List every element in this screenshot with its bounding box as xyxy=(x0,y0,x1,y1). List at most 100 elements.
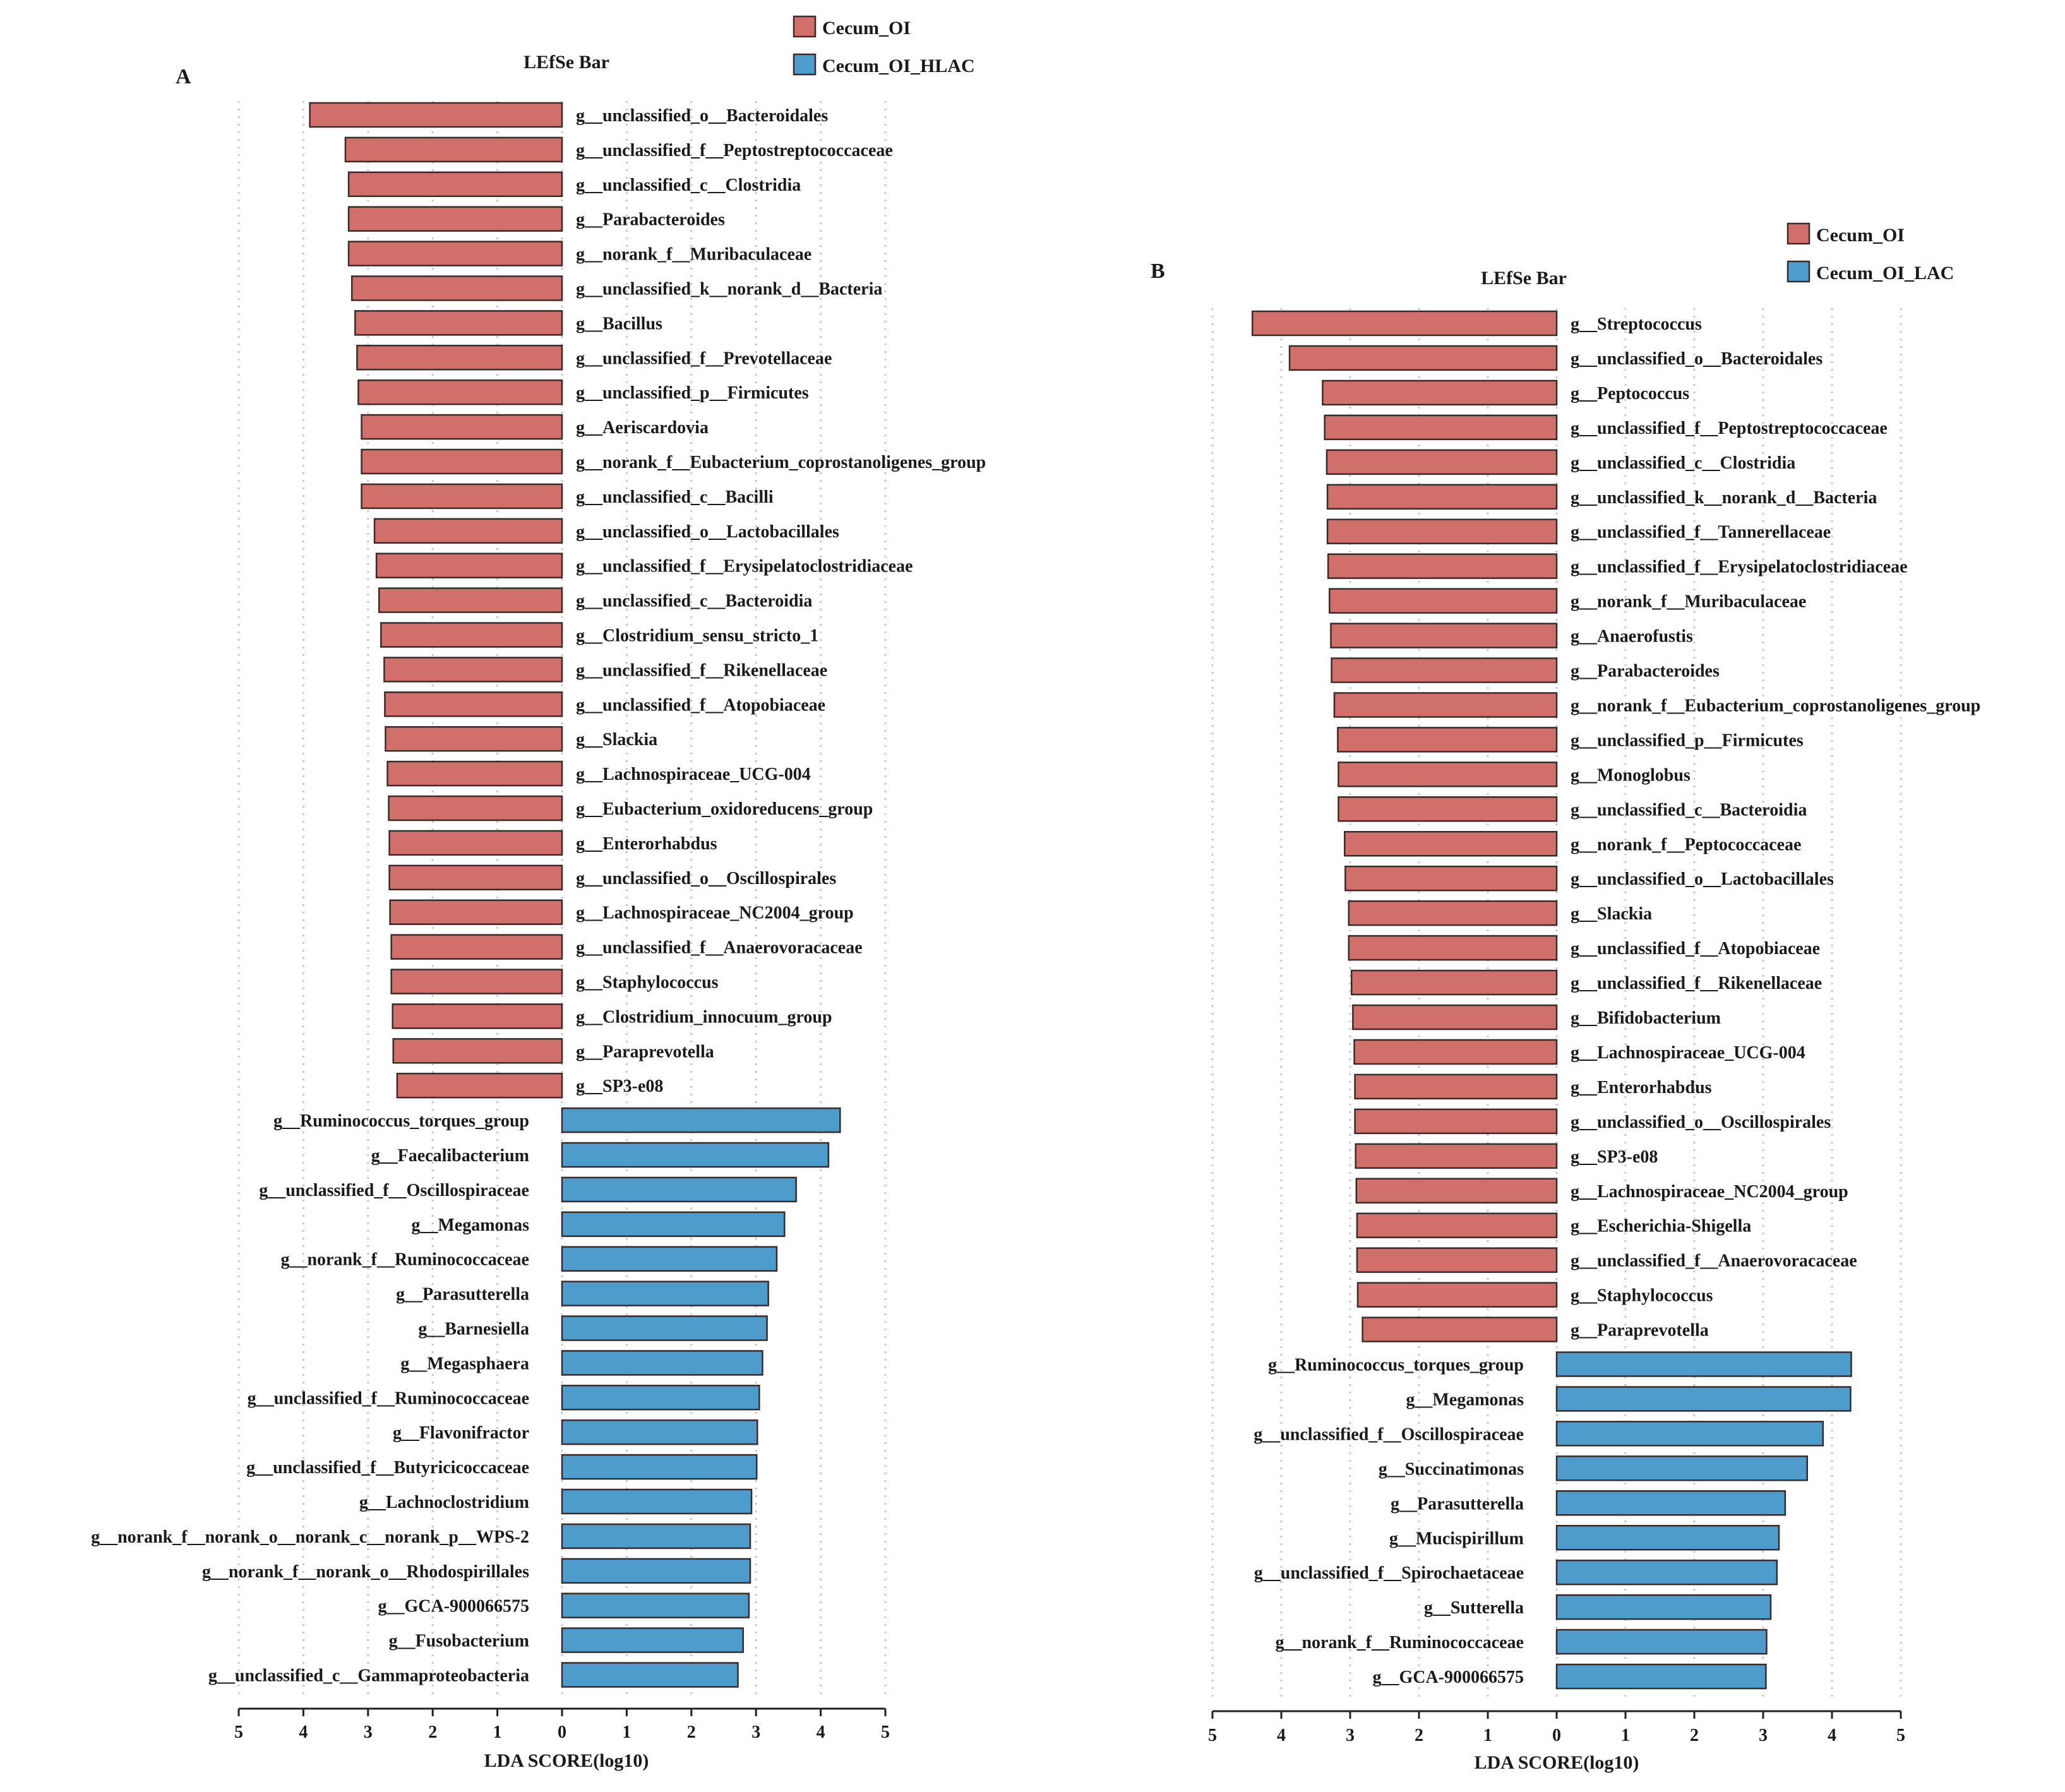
category-label: g__unclassified_c__Bacteroidia xyxy=(576,592,812,611)
category-label: g__norank_f__Peptococcaceae xyxy=(1571,835,1801,854)
x-tick-label: 1 xyxy=(1483,1726,1492,1745)
bar-g__norank_f__Ruminococcaceae xyxy=(1555,1628,1768,1655)
bar-g__unclassified_f__Ruminococcaceae xyxy=(561,1385,760,1411)
category-label: g__unclassified_f__Oscillospiraceae xyxy=(1254,1425,1524,1444)
panel-b-x-axis: 5 4 3 2 1 0 1 2 3 4 5 xyxy=(1208,1710,1905,1745)
category-label: g__Peptococcus xyxy=(1571,384,1689,403)
category-label: g__unclassified_c__Clostridia xyxy=(576,176,801,195)
bar-g__unclassified_f__Spirochaetaceae xyxy=(1555,1559,1778,1586)
bar-g__Megasphaera xyxy=(561,1350,763,1376)
category-label: g__Fusobacterium xyxy=(389,1632,529,1651)
bar-g__unclassified_p__Firmicutes xyxy=(357,379,563,405)
bar-g__Barnesiella xyxy=(561,1315,768,1341)
bar-g__GCA-900066575 xyxy=(561,1592,750,1618)
bar-g__Staphylococcus xyxy=(1356,1282,1558,1308)
x-tick-label: 0 xyxy=(558,1723,566,1742)
bar-g__Lachnospiraceae_NC2004_group xyxy=(1355,1178,1558,1204)
x-tick-label: 4 xyxy=(1828,1726,1836,1745)
panel-b-legend-label-lac: Cecum_OI_LAC xyxy=(1816,263,1954,284)
category-label: g__SP3-e08 xyxy=(1571,1147,1658,1167)
category-label: g__GCA-900066575 xyxy=(1372,1668,1524,1687)
bar-g__Lachnospiraceae_UCG-004 xyxy=(386,760,563,787)
category-label: g__Bifidobacterium xyxy=(1571,1008,1721,1028)
category-label: g__unclassified_o__Bacteroidales xyxy=(1571,349,1823,369)
category-label: g__unclassified_f__Rikenellaceae xyxy=(1571,974,1822,993)
panel-b-legend-label-ol: Cecum_OI xyxy=(1816,225,1905,246)
bar-g__Ruminococcus_torques_group xyxy=(1555,1351,1852,1377)
category-label: g__Megamonas xyxy=(1406,1390,1524,1409)
category-label: g__unclassified_c__Bacilli xyxy=(576,487,774,507)
category-label: g__unclassified_p__Firmicutes xyxy=(576,383,809,403)
bar-g__Clostridium_innocuum_group xyxy=(392,1003,563,1029)
bar-g__unclassified_f__Atopobiaceae xyxy=(1348,935,1558,961)
x-tick-label: 2 xyxy=(1690,1726,1699,1745)
category-label: g__Lachnospiraceae_UCG-004 xyxy=(1571,1043,1805,1063)
category-label: g__Barnesiella xyxy=(418,1320,529,1339)
bar-g__Parasutterella xyxy=(1555,1490,1787,1516)
category-label: g__norank_f__Ruminococcaceae xyxy=(1275,1633,1524,1652)
category-label: g__Staphylococcus xyxy=(1571,1286,1713,1306)
category-label: g__unclassified_f__Peptostreptococcaceae xyxy=(1571,419,1888,438)
category-label: g__Staphylococcus xyxy=(576,973,719,993)
category-label: g__Mucispirillum xyxy=(1389,1529,1524,1548)
panel-b-legend-swatch-ol xyxy=(1787,222,1811,245)
bar-g__unclassified_f__Anaerovoracaceae xyxy=(390,934,563,960)
category-label: g__unclassified_k__norank_d__Bacteria xyxy=(576,280,882,299)
bar-g__unclassified_f__Anaerovoracaceae xyxy=(1356,1247,1558,1273)
bar-g__Eubacterium_oxidoreducens_group xyxy=(388,795,563,821)
bar-g__norank_f__Eubacterium_coprostanoligenes_group xyxy=(1333,692,1558,718)
bar-g__Paraprevotella xyxy=(1362,1317,1558,1342)
bar-g__Slackia xyxy=(385,726,563,752)
bar-g__Monoglobus xyxy=(1338,762,1558,787)
bar-g__unclassified_c__Gammaproteobacteria xyxy=(561,1662,739,1688)
category-label: g__unclassified_f__Ruminococcaceae xyxy=(248,1389,529,1408)
category-label: g__norank_f__Ruminococcaceae xyxy=(280,1250,529,1270)
category-label: g__unclassified_o__Bacteroidales xyxy=(576,106,828,126)
bar-g__unclassified_c__Bacteroidia xyxy=(378,587,563,613)
category-label: g__unclassified_c__Gammaproteobacteria xyxy=(208,1666,529,1686)
category-label: g__Lachnospiraceae_NC2004_group xyxy=(576,904,854,923)
x-tick-label: 5 xyxy=(1208,1726,1217,1745)
category-label: g__unclassified_o__Lactobacillales xyxy=(576,522,839,542)
panel-b-letter: B xyxy=(1151,260,1165,283)
bar-g__unclassified_f__Oscillospiraceae xyxy=(561,1176,797,1203)
panel-a-x-axis-title: LDA SCORE(log10) xyxy=(484,1750,649,1771)
category-label: g__GCA-900066575 xyxy=(378,1597,529,1616)
bar-g__norank_f__Muribaculaceae xyxy=(347,241,563,266)
category-label: g__Enterorhabdus xyxy=(1571,1078,1712,1097)
panel-a-category-labels: g__unclassified_o__Bacteroidales g__uncla… xyxy=(91,106,986,1686)
bar-g__unclassified_o__Oscillospirales xyxy=(1354,1108,1558,1135)
x-tick-label: 5 xyxy=(881,1723,890,1742)
x-tick-label: 3 xyxy=(364,1723,373,1742)
x-tick-label: 3 xyxy=(1759,1726,1768,1745)
category-label: g__unclassified_c__Bacteroidia xyxy=(1571,800,1807,820)
bar-g__Lachnoclostridium xyxy=(561,1488,753,1515)
bar-g__unclassified_f__Peptostreptococcaceae xyxy=(344,136,563,163)
category-label: g__SP3-e08 xyxy=(576,1077,663,1096)
bar-g__unclassified_f__Atopobiaceae xyxy=(384,691,563,717)
bar-g__Faecalibacterium xyxy=(561,1142,830,1168)
bar-g__unclassified_o__Lactobacillales xyxy=(373,518,563,544)
bar-g__unclassified_f__Erysipelatoclostridiaceae xyxy=(375,553,563,578)
category-label: g__unclassified_o__Oscillospirales xyxy=(576,869,836,888)
panel-a-legend: Cecum_OI Cecum_OI_HLAC xyxy=(793,15,975,76)
category-label: g__unclassified_f__Atopobiaceae xyxy=(1571,939,1820,959)
bar-g__Ruminococcus_torques_group xyxy=(561,1107,841,1133)
category-label: g__Paraprevotella xyxy=(1571,1321,1709,1341)
panel-b-title: LEfSe Bar xyxy=(1481,268,1567,289)
category-label: g__unclassified_p__Firmicutes xyxy=(1571,731,1804,750)
bar-g__unclassified_o__Oscillospirales xyxy=(388,864,563,891)
bar-g__Lachnospiraceae_UCG-004 xyxy=(1353,1039,1558,1065)
bar-g__Megamonas xyxy=(1555,1386,1852,1412)
category-label: g__norank_f__Muribaculaceae xyxy=(576,245,811,265)
x-tick-label: 1 xyxy=(1621,1726,1630,1745)
category-label: g__unclassified_o__Lactobacillales xyxy=(1571,869,1834,889)
bar-g__Flavonifractor xyxy=(561,1419,758,1445)
bar-g__Enterorhabdus xyxy=(1354,1073,1558,1100)
category-label: g__norank_f__norank_o__Rhodospirillales xyxy=(202,1562,529,1582)
category-label: g__Streptococcus xyxy=(1571,314,1702,334)
panel-a-legend-label-lac: Cecum_OI_HLAC xyxy=(822,56,975,76)
bar-g__unclassified_c__Clostridia xyxy=(1326,449,1558,475)
bar-g__norank_f__Eubacterium_coprostanoligenes_group xyxy=(361,448,563,475)
